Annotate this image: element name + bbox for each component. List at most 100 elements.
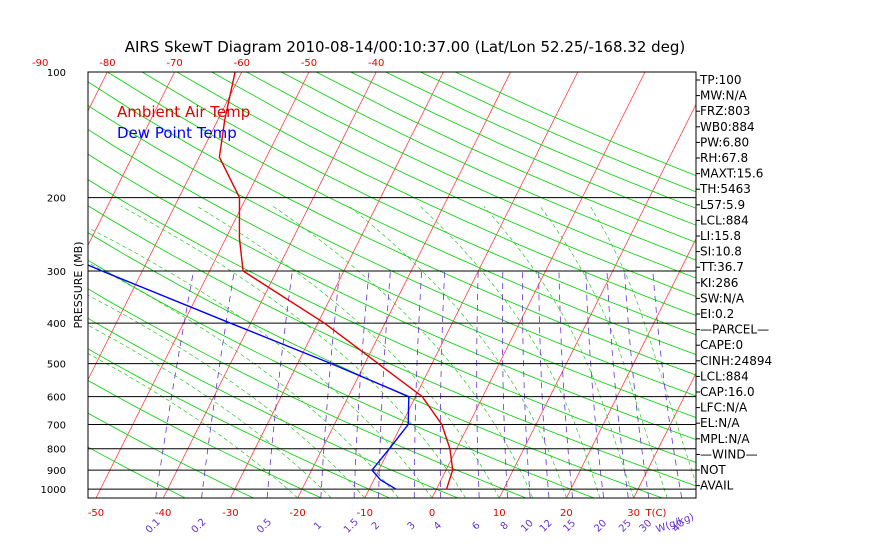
mixing-ratio-tick-label: 25 bbox=[617, 518, 634, 535]
dry-adiabat bbox=[88, 128, 696, 418]
pressure-tick-label: 300 bbox=[47, 267, 66, 278]
mixing-ratio-line bbox=[558, 270, 573, 498]
stat-item: RH:67.8 bbox=[700, 151, 748, 165]
pressure-tick-label: 1000 bbox=[41, 485, 66, 496]
chart-title: AIRS SkewT Diagram 2010-08-14/00:10:37.0… bbox=[125, 38, 686, 56]
dry-adiabat bbox=[141, 72, 696, 336]
mixing-ratio-tick-label: 4 bbox=[432, 520, 444, 532]
stat-item: CAPE:0 bbox=[700, 338, 743, 352]
bottom-temp-unit: T(C) bbox=[645, 508, 667, 519]
dry-adiabat bbox=[88, 205, 696, 487]
top-temp-tick-label: -60 bbox=[234, 58, 250, 69]
mixing-ratio-line bbox=[439, 270, 446, 498]
series-line bbox=[88, 264, 410, 490]
bottom-temp-tick-label: -30 bbox=[222, 508, 238, 519]
top-temp-tick-label: -50 bbox=[301, 58, 317, 69]
isotherm bbox=[95, 72, 310, 498]
moist-adiabat bbox=[88, 294, 366, 498]
stat-item: EI:0.2 bbox=[700, 307, 734, 321]
dry-adiabat bbox=[88, 259, 595, 498]
plot-grid bbox=[0, 72, 870, 498]
moist-adiabat bbox=[197, 206, 500, 498]
dry-adiabat bbox=[246, 72, 696, 279]
dry-adiabat bbox=[420, 72, 696, 193]
moist-adiabat bbox=[348, 206, 567, 498]
stat-item: MPL:N/A bbox=[700, 432, 750, 446]
pressure-tick-label: 100 bbox=[47, 68, 66, 79]
dry-adiabat bbox=[88, 317, 458, 498]
isotherm bbox=[835, 72, 870, 498]
pressure-tick-label: 200 bbox=[47, 194, 66, 205]
dry-adiabat bbox=[350, 72, 696, 226]
stat-item: MAXT:15.6 bbox=[700, 167, 763, 181]
mixing-ratio-tick-label: 0.2 bbox=[190, 517, 209, 536]
mixing-ratio-line bbox=[378, 270, 391, 498]
pressure-tick-label: 800 bbox=[47, 445, 66, 456]
mixing-ratio-tick-label: 8 bbox=[499, 520, 511, 532]
mixing-ratio-tick-label: 2 bbox=[370, 520, 382, 532]
mixing-ratio-line bbox=[502, 270, 508, 498]
mixing-ratio-tick-label: 20 bbox=[592, 518, 609, 535]
stat-item: WB0:884 bbox=[700, 120, 755, 134]
mixing-ratio-tick-label: 30 bbox=[638, 518, 655, 535]
moist-adiabat bbox=[540, 206, 668, 498]
stat-item: PW:6.80 bbox=[700, 135, 749, 149]
dry-adiabat bbox=[88, 104, 696, 397]
bottom-temp-tick-label: 30 bbox=[627, 508, 640, 519]
isotherm bbox=[88, 72, 175, 247]
stat-item: AVAIL bbox=[700, 479, 734, 493]
plot-curves bbox=[88, 72, 454, 490]
pressure-axis: 100 200 300 400 500 600 700 800 900 1000 bbox=[41, 68, 66, 496]
dry-adiabat bbox=[88, 179, 696, 463]
stat-item: NOT bbox=[700, 463, 726, 477]
isotherm bbox=[0, 72, 40, 498]
stat-item: LCL:884 bbox=[700, 213, 749, 227]
mixing-ratio-tick-label: 0.1 bbox=[144, 517, 163, 536]
stat-item: L57:5.9 bbox=[700, 198, 745, 212]
top-temp-tick-label: -80 bbox=[99, 58, 115, 69]
bottom-temp-axis: -50 -40 -30 -20 -10 0 10 20 30 T(C) bbox=[88, 508, 667, 519]
plot-frame bbox=[87, 71, 697, 499]
isotherm bbox=[498, 103, 696, 498]
dry-adiabat bbox=[315, 72, 696, 243]
mixing-ratio-tick-label: 10 bbox=[519, 518, 536, 535]
moist-adiabat bbox=[121, 206, 466, 498]
dry-adiabat bbox=[385, 72, 696, 209]
stat-item: MW:N/A bbox=[700, 89, 748, 103]
series-line bbox=[218, 72, 454, 490]
mixing-ratio-line bbox=[353, 270, 370, 498]
moist-adiabat bbox=[88, 227, 433, 498]
stat-item: CINH:24894 bbox=[700, 354, 772, 368]
mixing-ratio-line bbox=[413, 270, 423, 498]
stat-item: EL:N/A bbox=[700, 416, 740, 430]
mixing-ratio-line bbox=[606, 270, 629, 498]
bottom-temp-tick-label: 10 bbox=[493, 508, 506, 519]
bottom-temp-tick-label: -40 bbox=[155, 508, 171, 519]
bottom-temp-tick-label: -50 bbox=[88, 508, 104, 519]
mixing-ratio-line bbox=[538, 270, 550, 498]
bottom-temp-tick-label: -20 bbox=[289, 508, 305, 519]
moist-adiabat bbox=[88, 324, 332, 498]
moist-adiabat bbox=[590, 206, 696, 485]
mixing-ratio-line bbox=[155, 270, 194, 498]
mixing-ratio-tick-label: 1 bbox=[312, 520, 324, 532]
pressure-tick-label: 400 bbox=[47, 319, 66, 330]
mixing-ratio-line bbox=[624, 270, 650, 498]
y-axis-label: PRESSURE (MB) bbox=[72, 242, 85, 329]
stat-item: FRZ:803 bbox=[700, 104, 750, 118]
moist-adiabat bbox=[420, 206, 601, 498]
mixing-ratio-line bbox=[266, 270, 293, 498]
dry-adiabat bbox=[176, 72, 696, 316]
dry-adiabat bbox=[107, 72, 696, 356]
dry-adiabat bbox=[88, 348, 390, 498]
pressure-tick-label: 500 bbox=[47, 360, 66, 371]
stat-item: TT:36.7 bbox=[699, 260, 744, 274]
moist-adiabat bbox=[272, 206, 534, 498]
mixing-ratio-tick-label: 12 bbox=[538, 518, 555, 535]
dry-adiabat bbox=[88, 412, 254, 498]
isotherm bbox=[768, 72, 870, 498]
mixing-ratio-tick-label: 3 bbox=[406, 520, 418, 532]
legend-item-ambient: Ambient Air Temp bbox=[117, 103, 250, 121]
